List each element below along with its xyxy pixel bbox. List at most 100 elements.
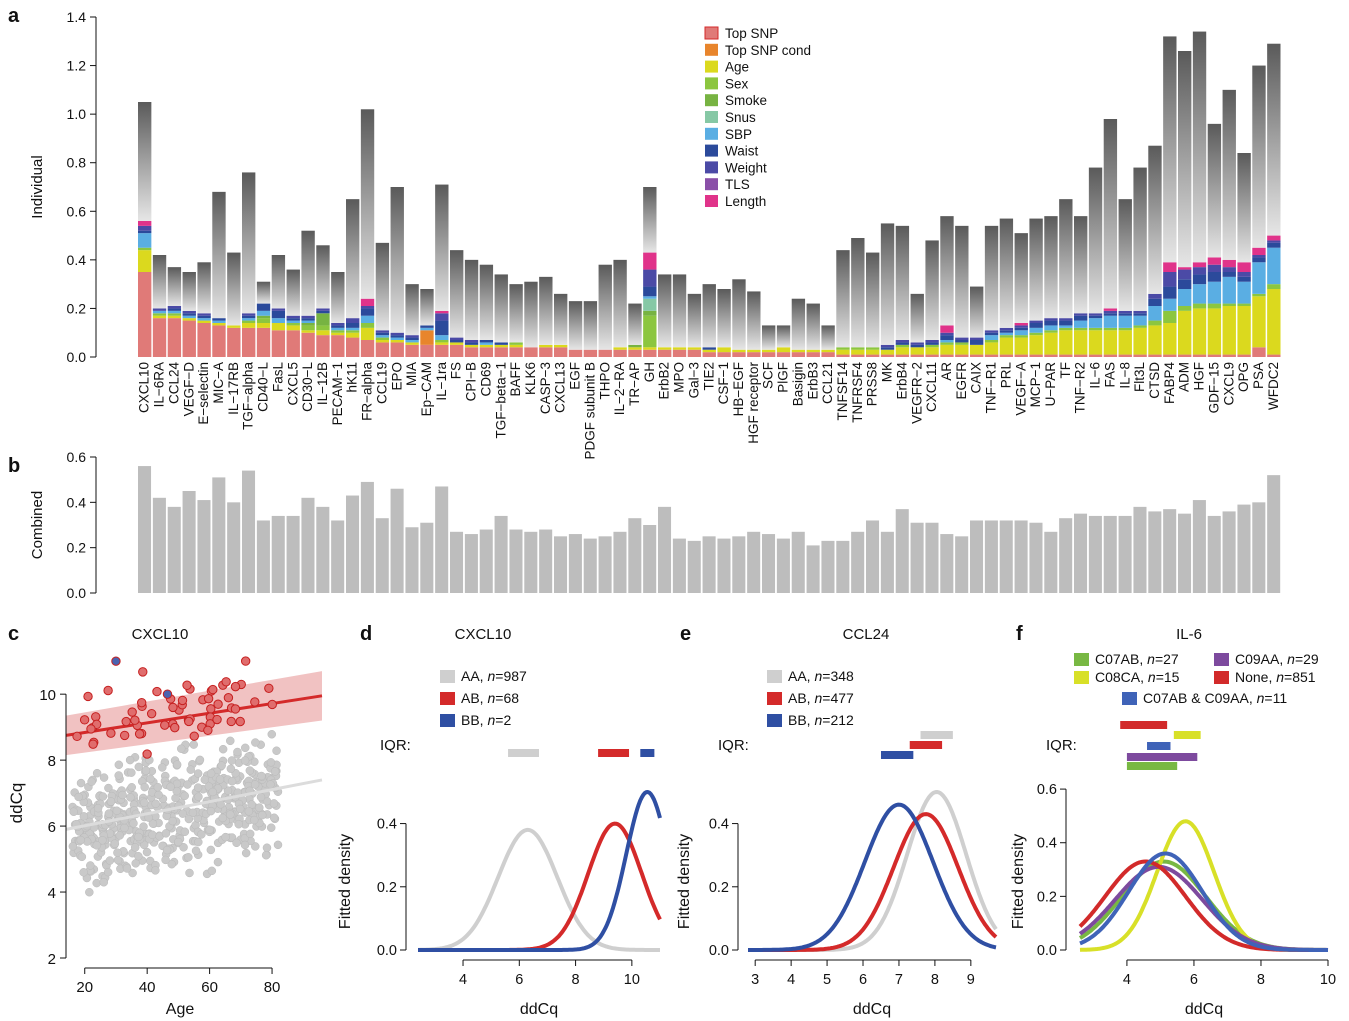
legend-swatch <box>440 692 455 705</box>
bar-segment-other <box>182 272 196 311</box>
bar-segment-top-snp <box>301 332 315 357</box>
bar-segment-other <box>791 298 806 350</box>
combined-bar <box>643 525 657 593</box>
bar-segment-age <box>375 340 390 343</box>
bar-segment-age <box>955 344 969 355</box>
bar-segment-sex <box>940 342 954 345</box>
bar-segment-top-snp <box>717 352 731 357</box>
bar-segment-sex <box>1029 332 1043 336</box>
bar-segment-sex <box>138 247 152 251</box>
bar-segment-waist <box>1163 286 1177 299</box>
red-point <box>203 693 214 704</box>
combined-bar <box>776 538 790 593</box>
bar-segment-other <box>1207 123 1222 258</box>
y-tick-label: 1.0 <box>67 106 87 122</box>
legend-label: C08CA, n=15 <box>1095 669 1180 685</box>
bar-segment-age <box>910 347 924 355</box>
gray-point <box>226 810 235 819</box>
gray-point <box>134 762 144 772</box>
y-tick-label: 0.0 <box>67 349 87 365</box>
density-curve <box>1079 851 1329 952</box>
red-point <box>134 729 145 739</box>
bar-segment-age <box>1044 332 1058 355</box>
gray-point <box>195 755 205 765</box>
red-point <box>221 677 231 687</box>
combined-bar <box>494 515 508 593</box>
bar-segment-age <box>1237 306 1251 355</box>
category-label: CD69 <box>478 362 493 397</box>
bar-segment-sex <box>375 337 390 340</box>
combined-bar <box>509 529 523 593</box>
red-point <box>208 684 218 695</box>
bar-segment-age <box>1103 330 1118 355</box>
category-label: Ep−CAM <box>419 362 434 416</box>
bar-segment-other <box>880 223 895 345</box>
gray-point <box>240 840 250 850</box>
category-label: PSA <box>1251 362 1266 389</box>
legend-count: =348 <box>822 668 854 684</box>
gray-point <box>92 768 102 778</box>
bar-segment-other <box>331 272 345 323</box>
gray-point <box>122 864 132 873</box>
bar-segment-age <box>970 344 984 355</box>
y-tick-label: 1.2 <box>67 58 87 74</box>
bar-segment-top-snp <box>494 347 508 357</box>
bar-segment-top-snp <box>182 320 196 357</box>
bar-segment-waist <box>405 337 419 340</box>
category-label: IL−12B <box>315 362 330 405</box>
bar-segment-sex <box>1207 303 1222 309</box>
bar-segment-waist <box>256 303 271 311</box>
category-label: CXCL10 <box>137 362 152 413</box>
bar-segment-sbp <box>167 310 182 314</box>
y-tick-label: 0.6 <box>67 449 87 465</box>
panel-c: c CXCL10 2 4 6 8 10 20 40 60 80 Age ddCq <box>7 623 323 1018</box>
gray-point <box>245 829 255 839</box>
bar-segment-other <box>450 250 464 338</box>
legend-swatch <box>1122 692 1137 705</box>
gray-point <box>186 765 196 774</box>
gray-point <box>241 848 251 858</box>
bar-segment-age <box>152 315 167 319</box>
bar-segment-age <box>643 347 657 350</box>
category-label: MIC−A <box>211 362 226 404</box>
bar-segment-weight <box>1118 310 1132 314</box>
gray-point <box>161 855 170 865</box>
red-point <box>250 697 260 707</box>
bar-segment-sex <box>1237 303 1251 306</box>
y-tick-label: 0.4 <box>1037 836 1057 852</box>
chart-title: CXCL10 <box>132 626 189 643</box>
bar-segment-other <box>851 238 865 348</box>
gray-point <box>206 845 216 855</box>
x-tick-label: 60 <box>201 979 218 996</box>
gray-point <box>273 840 283 850</box>
bar-segment-age <box>494 344 508 348</box>
bar-segment-sex <box>999 335 1014 338</box>
bar-segment-other <box>747 291 761 350</box>
bar-segment-top-snp_cond <box>420 330 434 345</box>
y-tick-label: 0.2 <box>67 540 87 556</box>
legend-n: n <box>1147 651 1155 667</box>
bar-segment-weight <box>1267 240 1281 243</box>
gray-point <box>148 830 157 840</box>
combined-bar <box>1029 522 1043 593</box>
bar-segment-sbp <box>375 335 390 338</box>
red-point <box>230 681 241 692</box>
bar-segment-other <box>256 281 271 304</box>
gray-point <box>134 851 143 861</box>
legend-n: n <box>487 712 495 728</box>
bar-segment-waist <box>702 347 716 350</box>
category-label: ErbB3 <box>805 362 820 400</box>
gray-point <box>178 809 188 818</box>
combined-bar <box>1074 513 1088 593</box>
bar-segment-waist <box>1237 276 1251 282</box>
bar-segment-top-snp <box>375 342 390 357</box>
gray-point <box>184 853 193 862</box>
x-axis-label: ddCq <box>520 1001 558 1018</box>
category-label: CPI−B <box>464 362 479 401</box>
bar-segment-age <box>791 349 806 353</box>
bar-segment-weight <box>197 313 211 316</box>
combined-bar <box>286 515 300 593</box>
gray-point <box>177 744 186 753</box>
gray-point <box>185 868 194 878</box>
bar-segment-top-snp <box>286 330 300 357</box>
